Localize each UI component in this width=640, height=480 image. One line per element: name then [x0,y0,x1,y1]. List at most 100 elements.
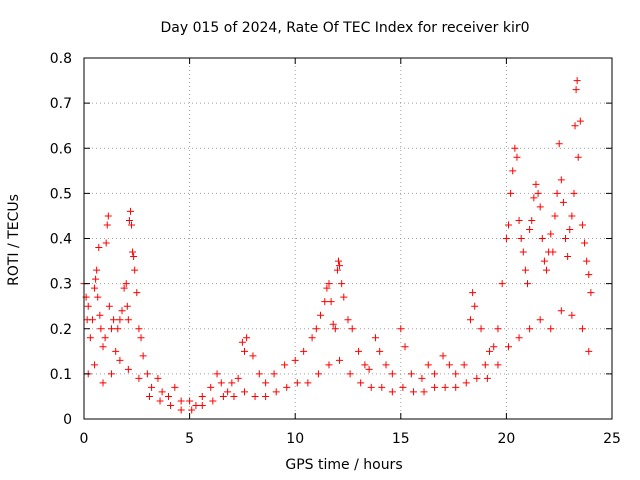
data-point [124,365,132,373]
data-point [399,383,407,391]
data-point [99,343,107,351]
data-point [361,361,369,369]
data-point [515,216,523,224]
data-point [158,388,166,396]
data-point [105,302,113,310]
x-tick-label: 0 [80,431,89,447]
data-point [304,379,312,387]
data-point [439,352,447,360]
data-point [401,343,409,351]
y-axis-label: ROTI / TECUs [6,194,22,286]
data-point [509,167,517,175]
data-point [511,144,519,152]
data-point [540,257,548,265]
data-point [118,307,126,315]
data-point [581,239,589,247]
data-point [198,392,206,400]
data-point [555,140,563,148]
data-point [143,370,151,378]
data-point [84,302,92,310]
data-point [329,320,337,328]
data-point [583,257,591,265]
data-point [281,361,289,369]
data-point [409,388,417,396]
data-point [104,212,112,220]
data-point [562,235,570,242]
data-point [96,311,104,319]
data-point [471,302,479,310]
data-point [209,397,217,405]
data-point [357,379,365,387]
data-point [107,370,115,378]
data-point [145,392,153,400]
data-point [578,325,586,333]
data-point [473,374,481,382]
data-points [80,77,595,414]
y-tick-label: 0.2 [50,322,72,338]
data-point [86,334,94,342]
data-point [99,379,107,387]
data-point [574,153,582,161]
data-point [505,343,513,351]
data-point [519,248,527,256]
data-point [130,253,138,261]
data-point [167,401,175,409]
data-point [515,334,523,342]
data-point [255,370,263,378]
data-point [116,356,124,364]
data-point [241,388,249,396]
data-point [323,284,331,292]
x-tick-label: 5 [185,431,194,447]
data-point [262,379,270,387]
data-point [334,257,342,265]
chart-title: Day 015 of 2024, Rate Of TEC Index for r… [160,20,529,36]
data-point [388,370,396,378]
data-point [308,334,316,342]
data-point [128,221,136,229]
data-point [547,230,555,238]
grid [84,58,612,419]
data-point [424,361,432,369]
data-point [177,397,185,405]
data-point [344,316,352,324]
data-point [213,370,221,378]
data-point [365,365,373,373]
data-point [101,334,109,342]
data-point [124,316,132,324]
data-point [251,392,259,400]
data-point [103,221,111,229]
data-point [576,117,584,125]
data-point [397,325,405,333]
data-point [530,194,538,202]
data-point [466,316,474,324]
data-point [564,253,572,261]
x-tick-label: 25 [603,431,621,447]
data-point [148,383,156,391]
data-point [460,361,468,369]
data-point [348,325,356,333]
data-point [494,361,502,369]
data-point [300,347,308,355]
data-point [559,198,567,206]
data-point [327,298,335,306]
data-point [532,180,540,188]
data-point [331,325,339,333]
data-point [333,266,341,274]
data-point [367,383,375,391]
data-point [507,189,515,197]
data-point [198,401,206,409]
data-point [123,302,131,310]
data-point [543,266,551,274]
data-point [557,176,565,184]
data-point [441,383,449,391]
data-point [494,325,502,333]
data-point [340,293,348,301]
data-point [536,203,544,211]
data-point [116,316,124,324]
data-point [477,325,485,333]
data-point [568,311,576,319]
data-point [186,397,194,405]
data-point [97,325,105,333]
y-tick-label: 0 [63,412,72,428]
data-point [238,338,246,346]
